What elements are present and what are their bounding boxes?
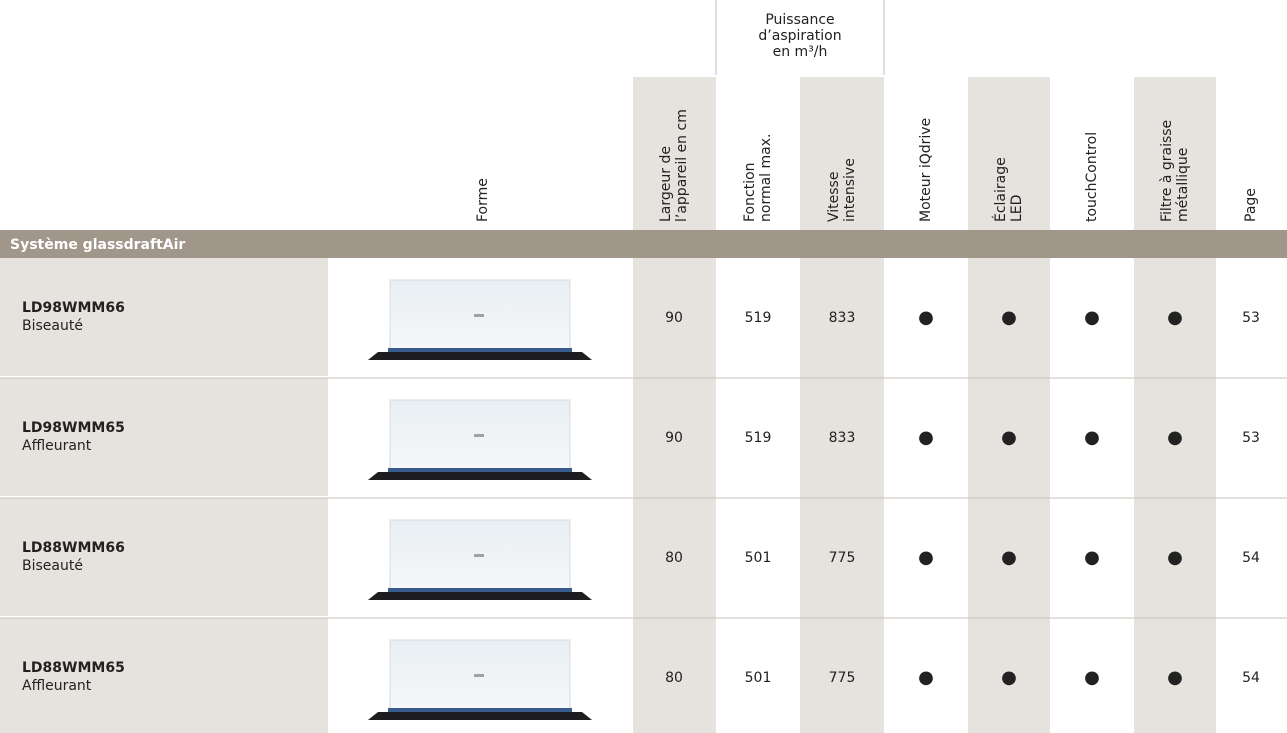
column-header-line: touchControl <box>1084 132 1100 222</box>
column-header-line: Moteur iQdrive <box>918 118 934 222</box>
shaded-column <box>968 77 1050 733</box>
shaded-column <box>800 77 884 733</box>
base-plate <box>368 472 592 480</box>
value: 501 <box>745 550 772 566</box>
column-header-line: Page <box>1243 188 1259 222</box>
value: 80 <box>665 670 683 686</box>
column-header: Forme <box>475 178 491 222</box>
model-variant: Biseauté <box>22 318 83 334</box>
feature-dot: ● <box>918 427 934 448</box>
value: 833 <box>829 430 856 446</box>
value: 833 <box>829 310 856 326</box>
column-header-line: normal max. <box>758 134 774 222</box>
glass-panel <box>389 399 571 473</box>
feature-dot: ● <box>918 307 934 328</box>
value: 775 <box>829 550 856 566</box>
model-name: LD88WMM66 <box>22 540 125 556</box>
column-header-line: Fonction <box>742 162 758 222</box>
blue-strip <box>388 588 572 592</box>
feature-dot: ● <box>1001 547 1017 568</box>
model-variant: Affleurant <box>22 438 92 454</box>
column-header-line: l’appareil en cm <box>674 109 690 222</box>
product-image <box>368 399 592 480</box>
glass-mark <box>474 434 484 437</box>
group-header: d’aspiration <box>758 28 841 44</box>
model-name: LD98WMM65 <box>22 420 125 436</box>
base-plate <box>368 352 592 360</box>
glass-mark <box>474 314 484 317</box>
column-header: Vitesse intensive <box>826 158 858 222</box>
product-image <box>368 519 592 600</box>
column-header: Page <box>1243 188 1259 222</box>
base-plate <box>368 592 592 600</box>
blue-strip <box>388 468 572 472</box>
column-header-line: Éclairage <box>992 157 1009 222</box>
feature-dot: ● <box>1001 667 1017 688</box>
model-cell <box>0 498 328 616</box>
feature-dot: ● <box>1167 667 1183 688</box>
value: 54 <box>1242 550 1260 566</box>
feature-dot: ● <box>1001 307 1017 328</box>
value: 519 <box>745 430 772 446</box>
value: 80 <box>665 550 683 566</box>
group-header: en m³/h <box>773 44 828 60</box>
glass-mark <box>474 554 484 557</box>
feature-dot: ● <box>1001 427 1017 448</box>
feature-dot: ● <box>918 667 934 688</box>
column-header: Moteur iQdrive <box>918 118 934 222</box>
feature-dot: ● <box>1167 427 1183 448</box>
feature-dot: ● <box>918 547 934 568</box>
model-variant: Affleurant <box>22 678 92 694</box>
feature-dot: ● <box>1084 667 1100 688</box>
shaded-column <box>633 77 716 733</box>
feature-dot: ● <box>1167 307 1183 328</box>
column-header-line: métallique <box>1175 148 1191 222</box>
section-title: Système glassdraftAir <box>10 237 185 253</box>
feature-dot: ● <box>1084 307 1100 328</box>
product-image <box>368 279 592 360</box>
column-header-line: Forme <box>475 178 491 222</box>
column-header-line: LED <box>1009 195 1025 222</box>
model-cell <box>0 618 328 733</box>
column-header: Éclairage LED <box>992 157 1025 222</box>
column-header-line: Vitesse <box>826 172 842 222</box>
product-image <box>368 639 592 720</box>
column-header: Filtre à graisse métallique <box>1159 120 1191 222</box>
column-header-line: Filtre à graisse <box>1159 120 1175 222</box>
feature-dot: ● <box>1084 427 1100 448</box>
model-cell <box>0 378 328 496</box>
model-name: LD88WMM65 <box>22 660 125 676</box>
value: 54 <box>1242 670 1260 686</box>
blue-strip <box>388 348 572 352</box>
value: 90 <box>665 430 683 446</box>
feature-dot: ● <box>1167 547 1183 568</box>
base-plate <box>368 712 592 720</box>
value: 53 <box>1242 430 1260 446</box>
section-bar <box>0 230 1287 258</box>
column-header-line: Largeur de <box>658 146 674 222</box>
shaded-column <box>1134 77 1216 733</box>
column-header: Fonction normal max. <box>742 134 774 222</box>
value: 53 <box>1242 310 1260 326</box>
value: 519 <box>745 310 772 326</box>
value: 90 <box>665 310 683 326</box>
model-name: LD98WMM66 <box>22 300 125 316</box>
value: 501 <box>745 670 772 686</box>
column-header: touchControl <box>1084 132 1100 222</box>
blue-strip <box>388 708 572 712</box>
model-cell <box>0 258 328 376</box>
glass-mark <box>474 674 484 677</box>
feature-dot: ● <box>1084 547 1100 568</box>
value: 775 <box>829 670 856 686</box>
column-header: Largeur de l’appareil en cm <box>658 109 690 222</box>
model-variant: Biseauté <box>22 558 83 574</box>
column-header-line: intensive <box>842 158 858 222</box>
group-header: Puissance <box>765 12 834 28</box>
